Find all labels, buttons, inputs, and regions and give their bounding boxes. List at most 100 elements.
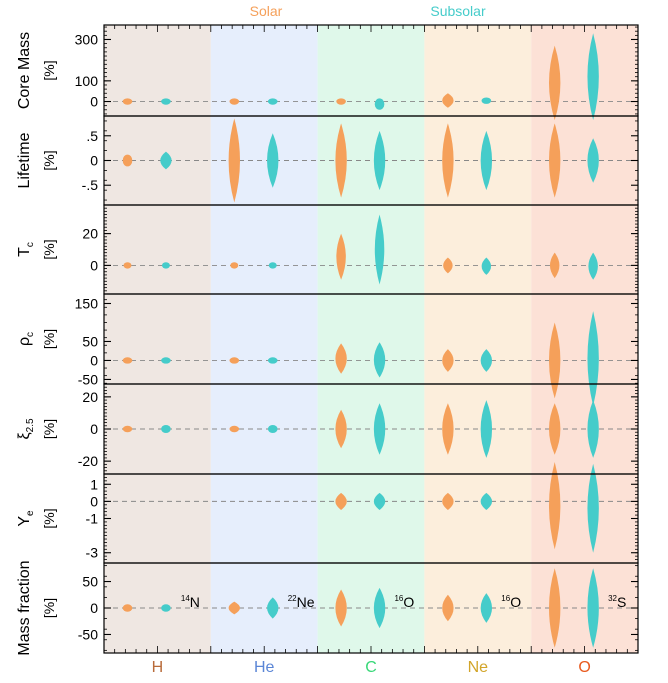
compactness-tick-label: 0 [90,421,98,437]
legend-subsolar: Subsolar [430,3,486,19]
core-temperature-tick-label: 20 [82,226,98,242]
panel-frames [103,24,639,654]
core-mass-unit: [%] [41,60,57,80]
lifetime-subsolar-he [267,133,279,188]
core-temperature-solar-o [549,252,560,279]
compactness-ylabel: ξ2.5 [16,418,36,440]
isotope-label: 22Ne [288,594,315,610]
core-temperature-subsolar-ne [481,257,492,275]
compactness-solar-c [335,409,347,449]
electron-fraction-tick-label: -1 [86,511,99,527]
electron-fraction-tick-label: 1 [90,476,98,492]
stage-bg-h [104,25,211,653]
mass-fraction-solar-h [122,604,133,612]
compactness-solar-o [548,403,561,455]
lifetime-solar-ne [442,123,454,198]
core-mass-tick-label: 300 [75,31,99,47]
legend-solar: Solar [250,3,283,19]
mass-fraction-subsolar-c [373,587,386,629]
isotope-element: N [190,594,200,610]
mass-fraction-solar-c [335,589,347,627]
isotope-label: 14N [181,594,200,610]
core-mass-solar-ne [442,93,454,108]
isotope-element: O [510,594,521,610]
electron-fraction-ylabel-sub: e [25,510,36,516]
compactness-subsolar-ne [480,400,493,458]
core-temperature-ylabel-sub: c [25,242,36,247]
compactness-ylabel-main: ξ [16,432,33,439]
core-temperature-solar-ne [443,257,453,274]
core-density-tick-label: 0 [90,352,98,368]
stage-bg-o [531,25,638,653]
isotope-mass-number: 14 [181,594,190,603]
electron-fraction-tick-label: -3 [86,545,99,561]
core-temperature-unit: [%] [41,239,57,259]
core-mass-solar-c [336,98,346,105]
core-mass-solar-h [122,98,133,105]
stage-label-ne: Ne [468,659,489,676]
core-temperature-subsolar-c [374,214,385,285]
compactness-solar-he [229,425,240,433]
stage-label-o: O [578,659,590,676]
sensitivity-marks [122,33,599,648]
stage-label-h: H [152,659,164,676]
core-density-ylabel: ρc [16,332,36,346]
electron-fraction-unit: [%] [41,508,57,528]
isotope-mass-number: 16 [394,594,403,603]
stage-label-c: C [365,659,377,676]
core-temperature-solar-c [336,233,346,280]
lifetime-solar-h [122,154,133,167]
core-mass-solar-o [548,45,561,121]
mass-fraction-subsolar-o [587,568,599,648]
core-density-subsolar-c [373,342,386,378]
core-mass-ylabel: Core Mass [16,32,33,109]
compactness-subsolar-o [587,400,599,458]
core-mass-subsolar-h [161,98,171,105]
isotope-label: 16O [394,594,414,610]
core-density-unit: [%] [41,329,57,349]
core-mass-subsolar-he [267,98,278,105]
compactness-solar-ne [442,403,454,455]
isotope-element: Ne [297,594,315,610]
core-density-tick-label: 50 [82,333,98,349]
lifetime-subsolar-h [160,151,172,170]
lifetime-solar-he [228,118,240,203]
core-density-solar-h [122,357,133,364]
lifetime-solar-o [548,123,561,198]
electron-fraction-solar-c [335,492,347,510]
mass-fraction-ylabel-main: Mass fraction [16,560,33,655]
compactness-subsolar-h [161,424,171,434]
stage-label-he: He [254,659,275,676]
mass-fraction-solar-he [228,601,240,615]
mass-fraction-subsolar-he [267,597,279,619]
lifetime-ylabel-main: Lifetime [16,132,33,188]
compactness-ylabel-sub: 2.5 [25,418,36,432]
electron-fraction-ylabel-main: Y [16,516,33,527]
electron-fraction-subsolar-o [587,463,599,553]
core-temperature-tick-label: 0 [90,257,98,273]
stage-bg-he [210,25,318,653]
core-density-ylabel-main: ρ [16,337,33,346]
lifetime-tick-label: .5 [86,128,98,144]
mass-fraction-ylabel: Mass fraction [16,560,33,655]
compactness-tick-label: -20 [78,453,98,469]
isotope-element: O [403,594,414,610]
core-density-subsolar-ne [480,349,493,372]
electron-fraction-tick-label: 0 [90,493,98,509]
core-density-subsolar-he [267,357,278,364]
electron-fraction-subsolar-c [373,492,386,510]
lifetime-ylabel: Lifetime [16,132,33,188]
isotope-mass-number: 32 [608,594,617,603]
lifetime-subsolar-c [373,130,386,191]
lifetime-subsolar-ne [480,130,493,191]
isotope-mass-number: 16 [501,594,510,603]
core-mass-subsolar-c [374,98,385,110]
core-density-subsolar-h [161,357,171,364]
mass-fraction-subsolar-ne [480,593,493,623]
core-temperature-subsolar-he [268,262,277,269]
lifetime-tick-label: -.5 [82,177,99,193]
stage-backgrounds [104,25,638,653]
core-temperature-subsolar-o [588,252,598,280]
